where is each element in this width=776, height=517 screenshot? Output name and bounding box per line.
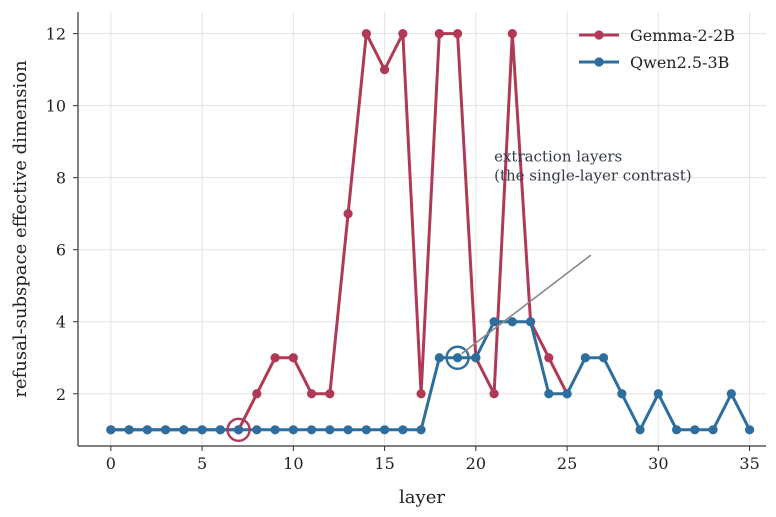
legend-marker [594, 30, 604, 40]
data-point [507, 29, 517, 39]
data-point [306, 389, 317, 399]
legend-label: Gemma-2-2B [630, 26, 735, 45]
data-point [288, 353, 298, 363]
data-point [179, 425, 189, 435]
annotation-text: extraction layers [494, 147, 622, 165]
y-tick-label: 2 [56, 385, 66, 404]
data-point [142, 425, 152, 435]
data-point [544, 389, 554, 399]
x-tick-label: 15 [374, 454, 394, 473]
data-point [708, 425, 718, 435]
data-point [434, 29, 444, 39]
data-point [252, 389, 262, 399]
x-tick-label: 30 [648, 454, 668, 473]
legend: Gemma-2-2B Qwen2.5-3B [579, 26, 735, 72]
data-point [489, 389, 499, 399]
data-point [343, 425, 353, 435]
y-tick-label: 12 [46, 25, 66, 44]
data-point [379, 425, 390, 435]
legend-item: Qwen2.5-3B [579, 53, 729, 72]
data-point [617, 389, 627, 399]
series-1 [106, 29, 572, 435]
data-point [525, 317, 536, 327]
y-tick-label: 6 [56, 241, 66, 260]
data-point [489, 317, 499, 327]
data-point [306, 425, 317, 435]
x-tick-label: 25 [557, 454, 577, 473]
data-point [252, 425, 262, 435]
legend-label: Qwen2.5-3B [630, 53, 729, 72]
data-point [635, 425, 645, 435]
data-point [398, 425, 408, 435]
annotation-text: (the single-layer contrast) [494, 166, 692, 184]
y-tick-label: 10 [46, 97, 66, 116]
data-point [361, 29, 371, 39]
data-point [507, 317, 517, 327]
data-point [671, 425, 682, 435]
extraction-layer-marker [445, 345, 470, 370]
data-point [325, 425, 335, 435]
data-point [343, 209, 353, 219]
y-tick-label: 4 [56, 313, 66, 332]
extraction-markers [226, 345, 470, 442]
y-tick-label: 8 [56, 169, 66, 188]
data-point [124, 425, 134, 435]
data-point [270, 353, 280, 363]
x-axis-label: layer [399, 487, 445, 508]
series-layer [106, 29, 755, 435]
legend-marker [594, 57, 604, 67]
grid [78, 12, 766, 446]
data-point [197, 425, 207, 435]
data-point [726, 389, 736, 399]
data-point [434, 353, 444, 363]
data-point [744, 425, 755, 435]
data-point [160, 425, 171, 435]
data-point [215, 425, 225, 435]
data-point [452, 353, 463, 363]
x-tick-label: 35 [739, 454, 759, 473]
y-axis-label: refusal-subspace effective dimension [10, 60, 31, 398]
data-point [233, 425, 244, 435]
data-point [398, 29, 408, 39]
legend-item: Gemma-2-2B [579, 26, 735, 45]
annotation: extraction layers(the single-layer contr… [461, 147, 692, 355]
data-point [325, 389, 335, 399]
data-point [562, 389, 572, 399]
data-point [361, 425, 371, 435]
data-point [288, 425, 298, 435]
data-point [690, 425, 700, 435]
data-point [452, 29, 463, 39]
data-point [270, 425, 280, 435]
data-point [416, 425, 426, 435]
x-tick-label: 10 [283, 454, 303, 473]
data-point [416, 389, 426, 399]
data-point [471, 353, 481, 363]
series-line [110, 320, 751, 432]
data-point [106, 425, 116, 435]
data-point [544, 353, 554, 363]
x-tick-label: 0 [106, 454, 116, 473]
data-point [580, 353, 590, 363]
data-point [598, 353, 609, 363]
series-line [110, 32, 569, 432]
series-2 [106, 317, 755, 435]
annotation-arrow [461, 254, 592, 355]
x-tick-label: 20 [466, 454, 486, 473]
x-tick-label: 5 [197, 454, 207, 473]
data-point [379, 65, 390, 75]
extraction-layer-marker [226, 417, 251, 442]
data-point [653, 389, 663, 399]
axes: 0 5 10 15 20 25 30 35 2 4 6 8 10 12 [46, 12, 766, 473]
